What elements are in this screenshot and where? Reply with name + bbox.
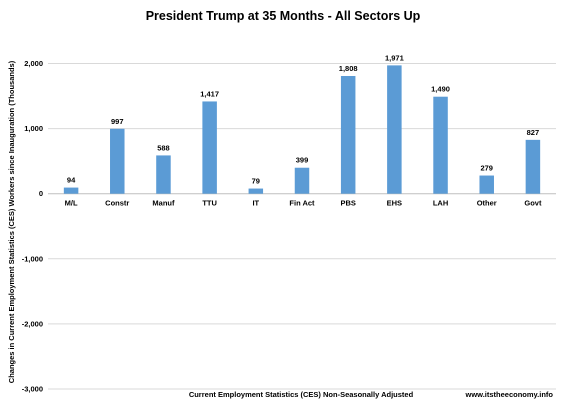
data-label: 1,808 [339,64,358,73]
category-label: Other [477,199,497,208]
category-label: Govt [524,199,542,208]
category-label: EHS [387,199,402,208]
y-tick-labels: -3,000 -2,000 -1,000 0 1,000 2,000 [22,59,43,394]
data-label: 279 [480,164,493,173]
chart-title: President Trump at 35 Months - All Secto… [146,9,421,23]
y-tick-label: 1,000 [24,124,43,133]
bar [387,65,402,194]
data-label: 94 [67,176,76,185]
category-label: M/L [65,199,78,208]
data-label: 1,971 [385,53,404,62]
gridlines [48,63,556,390]
y-tick-label: -1,000 [22,254,43,263]
y-tick-label: -2,000 [22,319,43,328]
bar [202,101,217,194]
bar [248,188,264,194]
y-tick-label: -3,000 [22,385,43,394]
data-label: 79 [252,177,260,186]
category-label: TTU [202,199,217,208]
x-axis-title: Current Employment Statistics (CES) Non-… [189,390,414,399]
bar [479,175,494,194]
category-label: LAH [433,199,448,208]
data-label: 588 [157,143,170,152]
category-labels: M/L Constr Manuf TTU IT Fin Act PBS EHS LAH Other… [65,199,542,208]
data-label: 997 [111,117,124,126]
y-tick-label: 0 [39,189,43,198]
y-tick-label: 2,000 [24,59,43,68]
bar [156,155,171,194]
bar [110,128,125,194]
bar [525,139,541,194]
bars [63,65,541,194]
category-label: IT [252,199,259,208]
category-label: Constr [105,199,129,208]
data-label: 1,490 [431,85,450,94]
source-label: www.itstheeconomy.info [464,390,553,399]
y-axis-title: Changes in Current Employment Statistics… [7,60,16,383]
category-label: PBS [340,199,355,208]
category-label: Fin Act [289,199,315,208]
bar [433,96,448,194]
data-label: 827 [527,128,540,137]
data-label: 399 [296,156,309,165]
data-labels: 94 997 588 1,417 79 399 1,808 1,971 1,490 279 827 [67,53,539,185]
bar [340,75,356,194]
bar [294,167,310,194]
bar [63,187,79,194]
category-label: Manuf [152,199,175,208]
data-label: 1,417 [200,89,219,98]
